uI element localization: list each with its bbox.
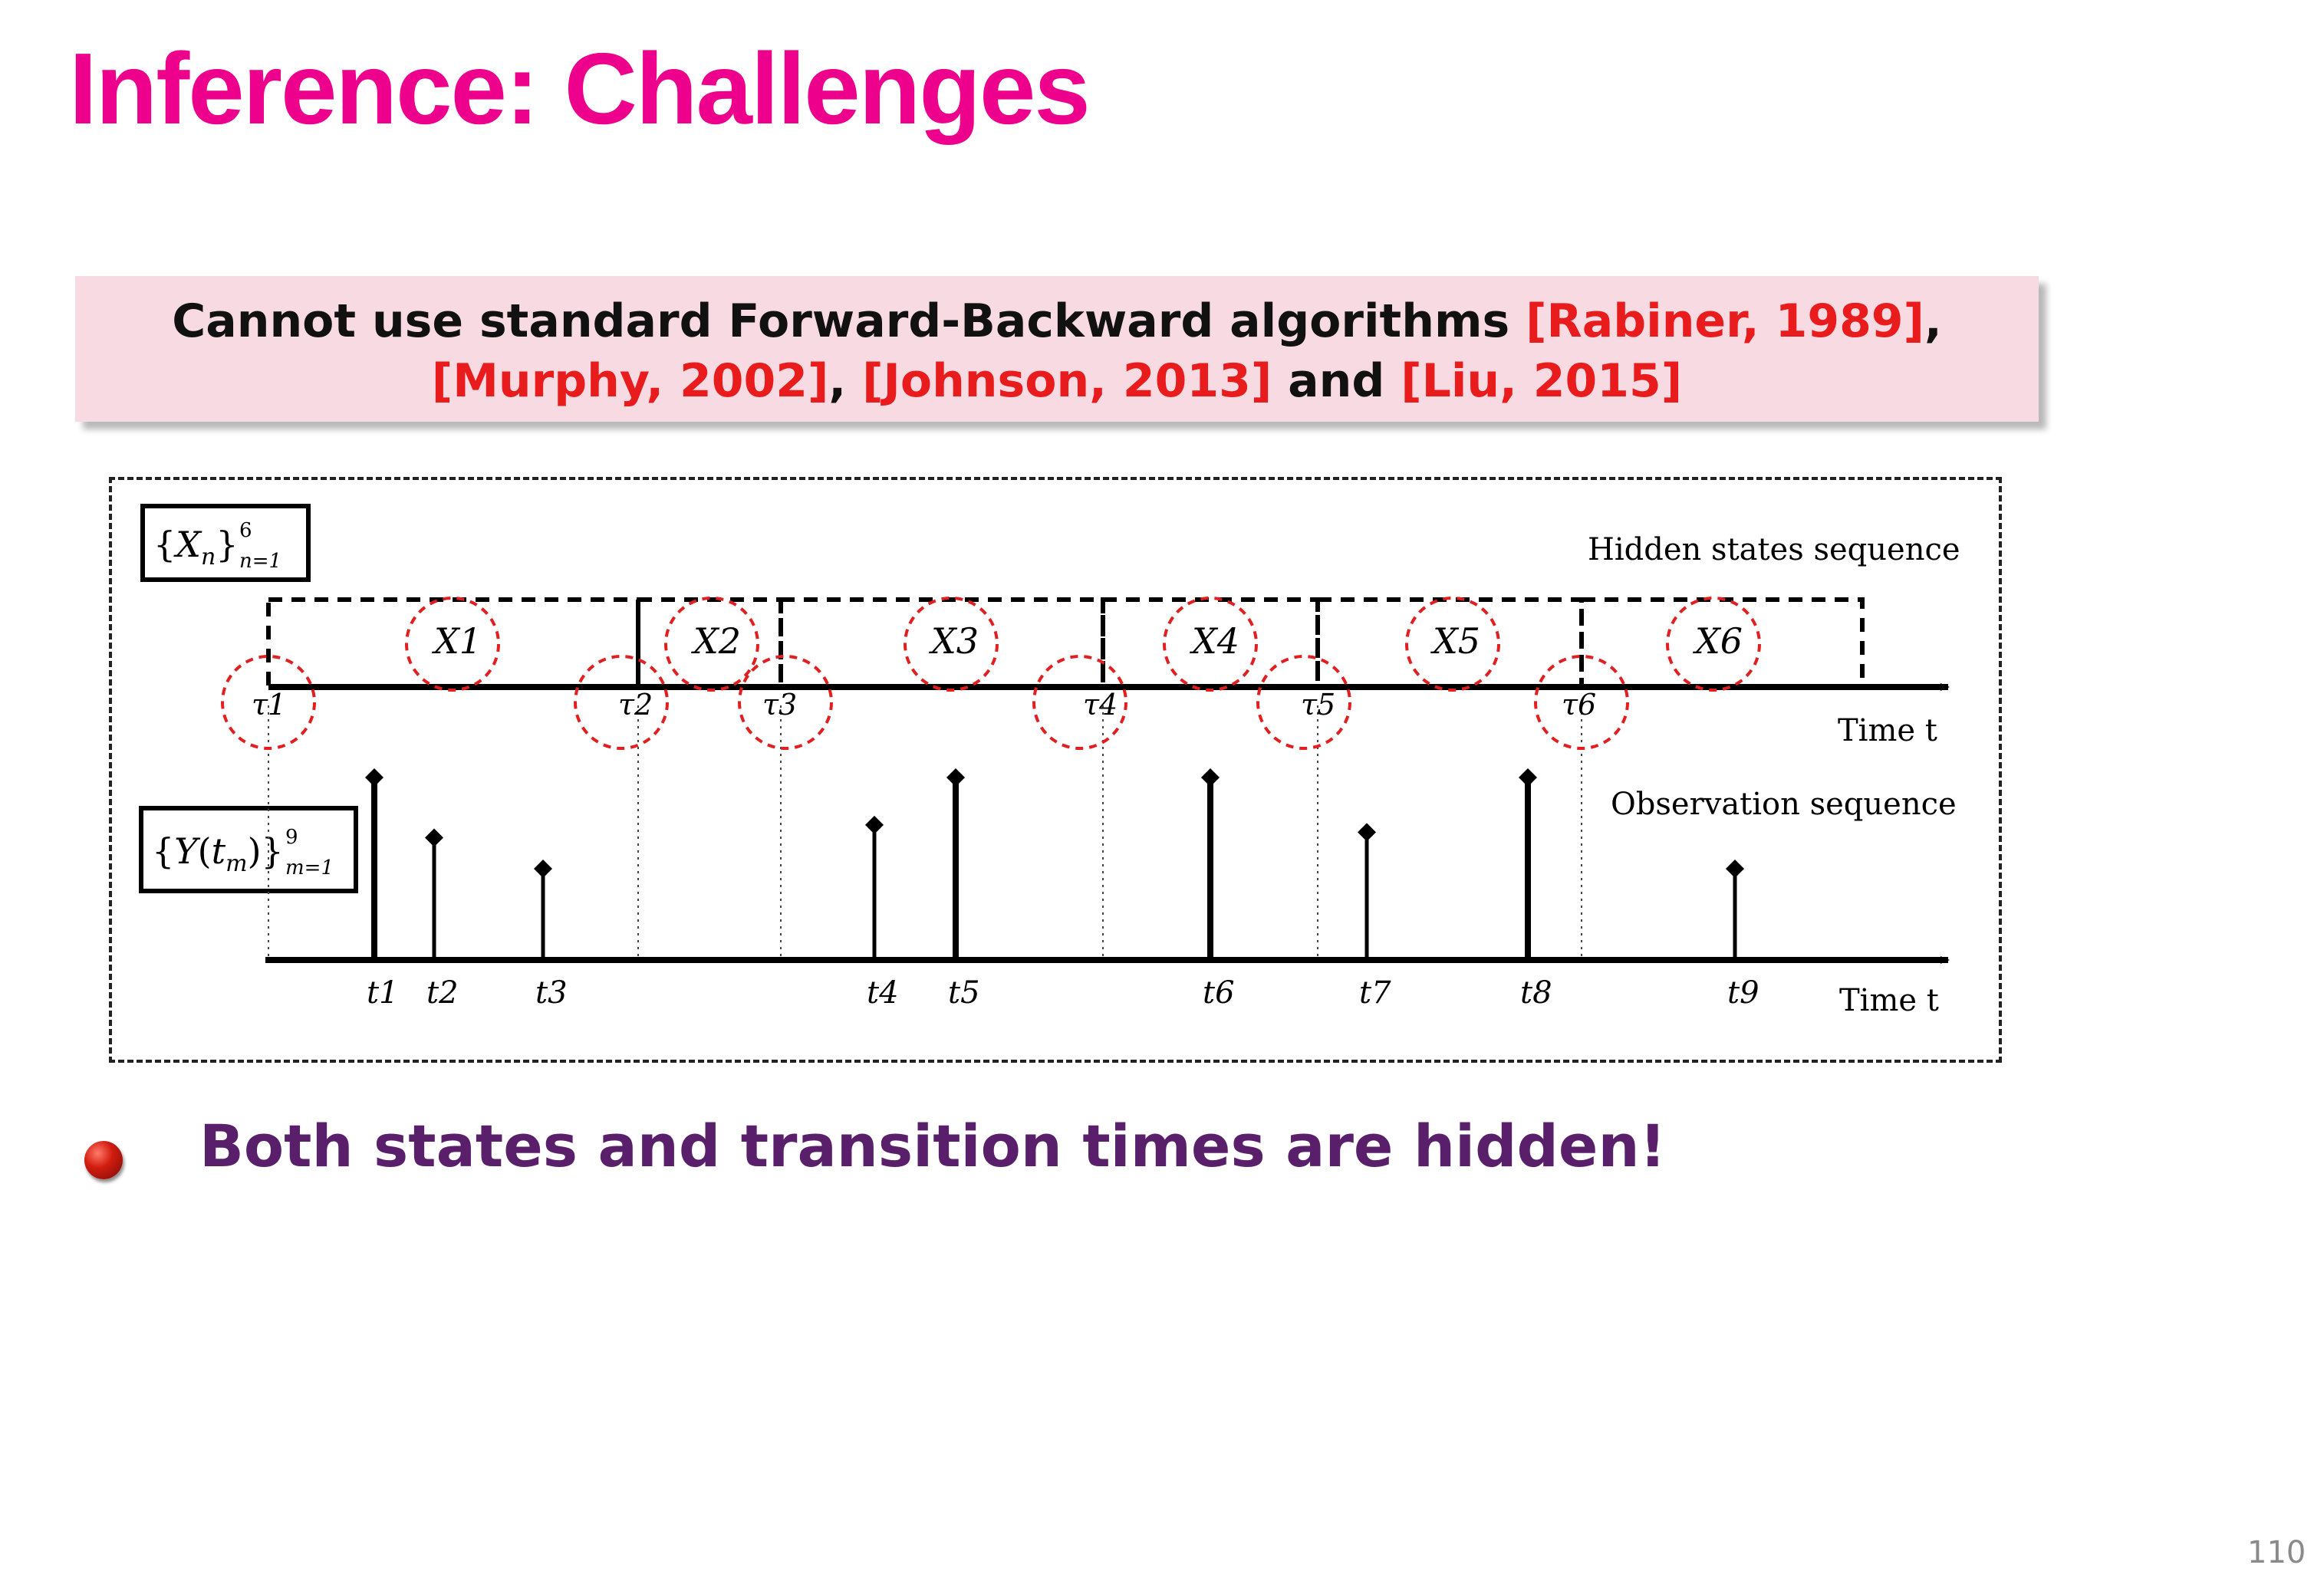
transition-label-tau5: τ5 — [1301, 688, 1335, 722]
observation-label-t6: t6 — [1203, 975, 1235, 1011]
reference-rabiner: [Rabiner, 1989] — [1526, 294, 1924, 348]
observation-time-label: Time t — [1839, 983, 1939, 1018]
callout-box: Cannot use standard Forward-Backward alg… — [75, 276, 2039, 422]
transition-label-tau6: τ6 — [1562, 688, 1596, 722]
state-circles — [405, 597, 1761, 692]
state-label-x6: X6 — [1693, 620, 1743, 662]
observation-label-t2: t2 — [426, 975, 459, 1011]
observation-marker — [1201, 768, 1220, 787]
transition-guides — [268, 705, 1582, 960]
svg-text:m=1: m=1 — [285, 856, 334, 879]
observation-marker — [1726, 860, 1744, 878]
observation-marker — [365, 768, 383, 787]
observation-marker — [425, 828, 443, 847]
hidden-time-label: Time t — [1838, 713, 1937, 748]
diagram-frame — [109, 477, 2002, 1063]
hidden-sequence-label: Hidden states sequence — [1588, 532, 1960, 567]
state-label-x1: X1 — [432, 620, 482, 662]
observation-label-t8: t8 — [1520, 975, 1552, 1011]
observation-stems — [365, 768, 1744, 960]
transition-label-tau4: τ4 — [1083, 688, 1118, 722]
callout-separator: , — [828, 354, 863, 408]
reference-liu: [Liu, 2015] — [1401, 354, 1683, 408]
state-segment-1 — [266, 597, 640, 689]
svg-text:{Xn}: {Xn} — [153, 524, 239, 570]
bullet-text: Both states and transition times are hid… — [199, 1112, 1667, 1180]
reference-johnson: [Johnson, 2013] — [862, 354, 1272, 408]
observation-marker — [946, 768, 965, 787]
observation-marker — [865, 815, 884, 834]
state-segment-4 — [1101, 597, 1320, 689]
state-label-x2: X2 — [691, 620, 741, 662]
transition-label-tau1: τ1 — [252, 688, 286, 722]
reference-murphy: [Murphy, 2002] — [431, 354, 829, 408]
transition-label-tau2: τ2 — [618, 688, 653, 722]
svg-text:n=1: n=1 — [239, 550, 281, 573]
observation-label-t1: t1 — [367, 975, 399, 1011]
state-segments — [266, 597, 1865, 689]
state-label-x3: X3 — [929, 620, 979, 662]
callout-text: Cannot use standard Forward-Backward alg… — [172, 294, 1526, 348]
observation-label-t3: t3 — [535, 975, 568, 1011]
svg-text:9: 9 — [285, 826, 298, 849]
observation-labels: t1 t2 t3 t4 t5 t6 t7 t8 t9 — [367, 975, 1759, 1011]
observation-marker — [1358, 823, 1376, 842]
observation-sequence-label: Observation sequence — [1611, 787, 1957, 822]
transition-circles — [221, 655, 1629, 750]
observation-label-t7: t7 — [1359, 975, 1391, 1011]
observation-marker — [534, 860, 552, 878]
hidden-states-box: {Xn} 6 n=1 — [140, 504, 311, 582]
svg-text:{Y(tm)}: {Y(tm)} — [152, 830, 284, 877]
observation-label-t4: t4 — [867, 975, 899, 1011]
observation-label-t5: t5 — [948, 975, 980, 1011]
callout-separator: and — [1272, 354, 1401, 408]
state-label-x5: X5 — [1430, 620, 1480, 662]
svg-text:6: 6 — [239, 519, 252, 542]
observation-marker — [1519, 768, 1537, 787]
slide-title: Inference: Challenges — [69, 32, 1091, 145]
observation-box: {Y(tm)} 9 m=1 — [139, 806, 358, 893]
transition-label-tau3: τ3 — [762, 688, 797, 722]
callout-separator: , — [1924, 294, 1942, 348]
observation-label-t9: t9 — [1727, 975, 1759, 1011]
page-number: 110 — [2247, 1535, 2306, 1570]
bullet-icon — [84, 1141, 123, 1179]
state-label-x4: X4 — [1190, 620, 1239, 662]
